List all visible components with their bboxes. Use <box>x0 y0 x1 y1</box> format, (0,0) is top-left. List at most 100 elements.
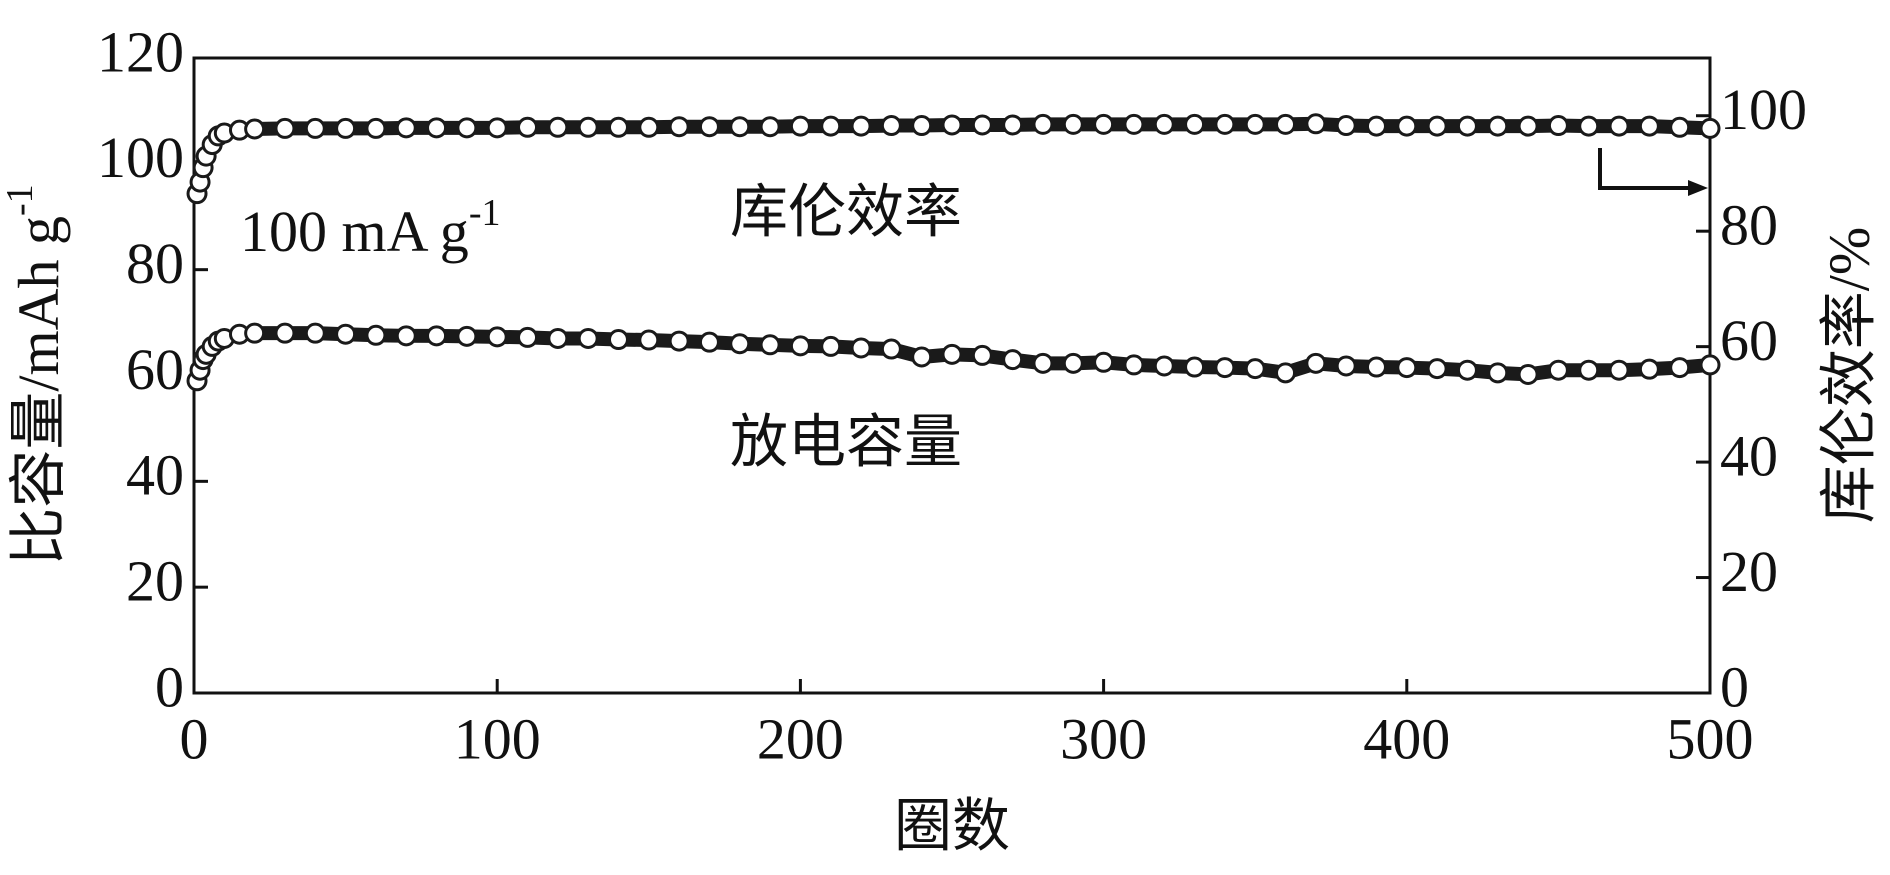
marker <box>365 117 387 139</box>
marker <box>456 117 478 139</box>
marker <box>1426 358 1448 380</box>
marker <box>1426 115 1448 137</box>
marker <box>274 322 296 344</box>
marker <box>577 116 599 138</box>
marker <box>607 116 629 138</box>
y2-tick-label: 60 <box>1720 308 1778 373</box>
y2-tick-label: 80 <box>1720 192 1778 257</box>
marker <box>1456 359 1478 381</box>
marker <box>698 331 720 353</box>
marker <box>668 330 690 352</box>
marker <box>1517 363 1539 385</box>
marker <box>1547 115 1569 137</box>
y-tick-label: 100 <box>97 125 184 190</box>
marker <box>971 114 993 136</box>
marker <box>517 116 539 138</box>
marker <box>820 335 842 357</box>
marker <box>1335 115 1357 137</box>
x-tick-label: 200 <box>757 706 844 771</box>
marker <box>941 343 963 365</box>
arrow <box>1598 148 1700 190</box>
x-tick-label: 100 <box>454 706 541 771</box>
marker <box>1214 113 1236 135</box>
y-label-sup: -1 <box>0 184 41 216</box>
marker <box>1335 355 1357 377</box>
marker <box>1093 113 1115 135</box>
y-tick-label: 120 <box>97 19 184 84</box>
marker <box>1032 352 1054 374</box>
marker <box>577 327 599 349</box>
marker <box>1365 115 1387 137</box>
marker <box>395 117 417 139</box>
marker <box>1093 351 1115 373</box>
marker <box>1002 349 1024 371</box>
marker <box>365 324 387 346</box>
y2-axis-label: 库伦效率/% <box>1816 227 1881 523</box>
marker <box>971 344 993 366</box>
marker <box>456 325 478 347</box>
y-tick-label: 60 <box>126 337 184 402</box>
marker <box>729 116 751 138</box>
marker <box>789 335 811 357</box>
marker <box>486 117 508 139</box>
marker <box>759 116 781 138</box>
marker <box>486 326 508 348</box>
marker <box>1578 115 1600 137</box>
marker <box>1669 357 1691 379</box>
marker <box>1638 358 1660 380</box>
marker <box>1638 115 1660 137</box>
marker <box>850 337 872 359</box>
marker <box>1184 113 1206 135</box>
current-sup: -1 <box>469 192 501 234</box>
marker <box>335 323 357 345</box>
marker <box>1699 117 1721 139</box>
y-tick-label: 80 <box>126 231 184 296</box>
marker <box>517 326 539 348</box>
marker <box>395 325 417 347</box>
marker <box>335 117 357 139</box>
marker <box>911 346 933 368</box>
marker <box>304 117 326 139</box>
marker <box>1153 113 1175 135</box>
marker <box>880 338 902 360</box>
marker <box>638 329 660 351</box>
marker <box>759 334 781 356</box>
marker <box>1456 115 1478 137</box>
marker <box>1214 357 1236 379</box>
marker <box>274 117 296 139</box>
current-text: 100 mA g <box>240 199 469 264</box>
marker <box>941 114 963 136</box>
marker <box>1244 113 1266 135</box>
marker <box>1305 113 1327 135</box>
marker <box>820 115 842 137</box>
marker <box>547 327 569 349</box>
y-tick-label: 20 <box>126 548 184 613</box>
marker <box>1002 114 1024 136</box>
y-label-text: 比容量/mAh g <box>6 216 71 566</box>
marker <box>1244 358 1266 380</box>
marker <box>1123 113 1145 135</box>
y2-tick-label: 100 <box>1720 77 1807 142</box>
marker <box>638 116 660 138</box>
series-label: 放电容量 <box>730 409 962 474</box>
marker <box>1153 355 1175 377</box>
x-axis-label: 圈数 <box>894 793 1010 858</box>
marker <box>426 117 448 139</box>
marker <box>729 333 751 355</box>
y2-tick-label: 40 <box>1720 423 1778 488</box>
marker <box>547 116 569 138</box>
marker <box>850 115 872 137</box>
y2-tick-label: 0 <box>1720 654 1749 719</box>
marker <box>1184 356 1206 378</box>
marker <box>426 325 448 347</box>
marker <box>244 322 266 344</box>
marker <box>1275 362 1297 384</box>
marker <box>1062 352 1084 374</box>
x-tick-label: 0 <box>180 706 209 771</box>
marker <box>1365 356 1387 378</box>
current-label: 100 mA g-1 <box>240 192 500 265</box>
y-tick-label: 0 <box>155 654 184 719</box>
series-label: 库伦效率 <box>730 179 962 244</box>
marker <box>1517 115 1539 137</box>
